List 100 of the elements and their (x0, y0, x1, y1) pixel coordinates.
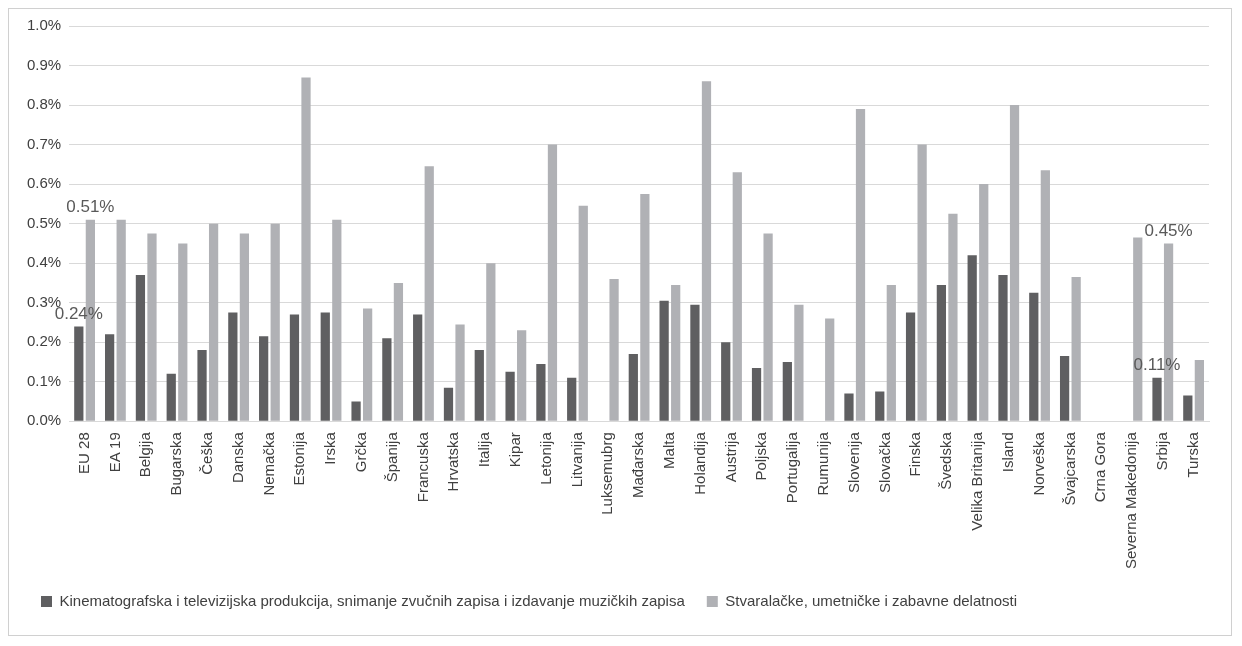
x-tick-label: Mađarska (629, 431, 647, 499)
y-tick-label: 1.0% (26, 16, 62, 34)
bar (393, 282, 404, 421)
legend-label: Stvaralačke, umetničke i zabavne delatnosti (725, 591, 1018, 609)
bar (640, 193, 650, 421)
bar (74, 326, 84, 421)
bar (732, 172, 742, 421)
x-tick-label: Luksemubrg (598, 432, 616, 515)
bar (701, 81, 712, 421)
x-tick-label: Kipar (506, 432, 524, 468)
bar (721, 342, 731, 421)
bar (116, 219, 126, 421)
y-tick-label: 0.1% (26, 371, 62, 389)
bar (1071, 276, 1081, 421)
x-tick-label: Litvanija (567, 431, 585, 488)
x-tick-label: Norveška (1029, 431, 1047, 496)
y-tick-label: 0.9% (26, 55, 62, 73)
bar (351, 401, 361, 421)
bar (763, 233, 773, 421)
bar (659, 300, 669, 421)
x-tick-label: Crna Gora (1091, 431, 1109, 503)
x-tick-label: Holandija (690, 431, 708, 495)
bar (794, 304, 804, 421)
bar (886, 284, 896, 421)
bar (259, 336, 269, 421)
bar (1009, 105, 1020, 421)
x-tick-label: Grčka (351, 431, 369, 473)
bar (609, 278, 619, 421)
y-tick-label: 0.7% (26, 134, 62, 152)
y-tick-label: 0.6% (26, 174, 62, 192)
data-label: 0.11% (1133, 354, 1181, 374)
bar (413, 314, 423, 421)
x-tick-label: Slovačka (875, 431, 893, 494)
bar (1059, 356, 1070, 421)
y-tick-label: 0.5% (26, 213, 62, 231)
x-tick-label: Irska (321, 431, 339, 465)
y-tick-label: 0.8% (26, 95, 62, 113)
bar (547, 144, 558, 421)
x-tick-label: Nemačka (259, 431, 277, 496)
x-tick-label: Velika Britanija (968, 431, 986, 531)
x-tick-label: Malta (660, 431, 678, 469)
bar (301, 77, 311, 421)
bar (178, 243, 188, 421)
bar (424, 166, 434, 421)
bar (905, 312, 916, 421)
x-tick-label: Belgija (136, 431, 154, 478)
data-label: 0.51% (66, 196, 115, 216)
x-tick-label: Švajcarska (1060, 431, 1078, 506)
bar (578, 205, 588, 421)
bar (844, 393, 854, 421)
bar (671, 284, 681, 421)
bar (690, 304, 700, 421)
x-tick-label: Portugalija (783, 431, 801, 504)
x-tick-label: Island (998, 432, 1016, 473)
bar (443, 387, 454, 421)
bar (917, 144, 927, 421)
bar (332, 219, 342, 421)
bar (825, 318, 835, 421)
bar (363, 308, 373, 421)
bar (1152, 377, 1162, 421)
x-tick-label: Srbija (1152, 431, 1170, 471)
y-tick-label: 0.2% (26, 332, 62, 350)
x-tick-label: Hrvatska (444, 431, 462, 492)
x-tick-label: Italija (475, 431, 493, 468)
bar (228, 312, 238, 421)
x-tick-label: EU 28 (74, 432, 92, 474)
bar (105, 334, 115, 421)
bar (270, 223, 280, 421)
bar (239, 233, 250, 421)
bar (998, 275, 1008, 421)
y-tick-label: 0.0% (26, 411, 62, 429)
bar (517, 330, 527, 421)
x-tick-label: Poljska (752, 431, 770, 481)
legend-label: Kinematografska i televizijska produkcija, snimanje zvučnih zapisa i izdavanje muzičkih zapisa (59, 591, 686, 609)
x-tick-label: Danska (228, 431, 246, 484)
x-tick-label: Švedska (937, 431, 955, 490)
bar (166, 373, 176, 421)
bar (197, 350, 207, 421)
bar (567, 377, 577, 421)
bar (505, 371, 515, 421)
x-tick-label: Austrija (721, 431, 739, 483)
bar (1029, 292, 1039, 421)
bar (1040, 170, 1050, 421)
bar (320, 312, 330, 421)
bar (875, 391, 885, 421)
x-tick-label: Turska (1183, 431, 1201, 478)
x-tick-label: Finska (906, 431, 924, 477)
bar (1183, 395, 1193, 421)
x-tick-label: Španija (382, 431, 400, 483)
x-tick-label: Estonija (290, 431, 308, 486)
x-tick-label: Francuska (413, 431, 431, 503)
bar (979, 184, 989, 421)
bar (208, 223, 219, 421)
x-tick-label: Letonija (536, 431, 554, 485)
x-tick-label: Slovenija (844, 431, 862, 494)
bar (474, 350, 484, 421)
bar (135, 275, 146, 421)
bar (936, 284, 946, 421)
x-tick-label: EA 19 (105, 432, 123, 473)
data-label: 0.45% (1144, 220, 1193, 240)
